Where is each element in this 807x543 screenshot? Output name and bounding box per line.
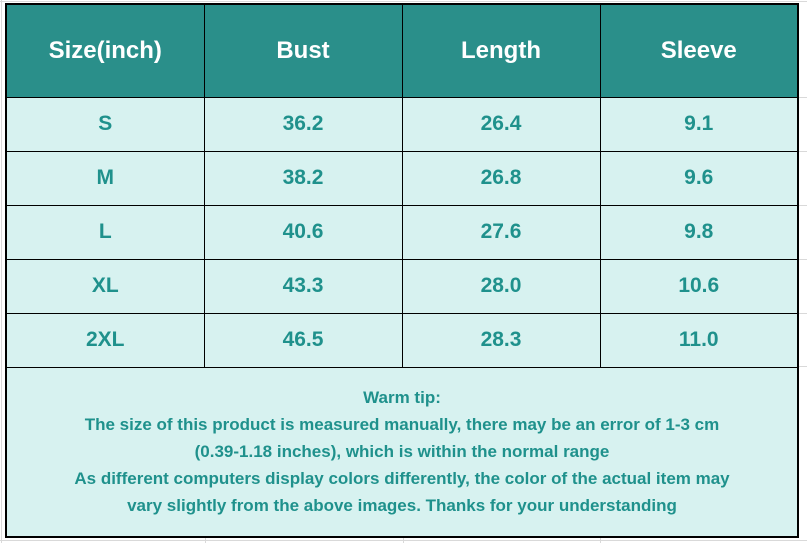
gridline [600,536,601,543]
gridline [799,259,807,260]
gridline [205,536,206,543]
length-value: 28.0 [401,258,601,314]
size-label: S [5,96,205,152]
sleeve-value: 10.6 [599,258,799,314]
warm-tip-title: Warm tip: [363,388,441,407]
gridline [1,0,2,543]
size-label: 2XL [5,312,205,368]
length-value: 28.3 [401,312,601,368]
length-value: 26.4 [401,96,601,152]
warm-tip-line: The size of this product is measured man… [84,415,720,434]
length-value: 26.8 [401,150,601,206]
gridline [799,205,807,206]
bust-value: 46.5 [203,312,403,368]
sleeve-value: 9.6 [599,150,799,206]
column-header-bust: Bust [203,3,403,98]
warm-tip-line: (0.39-1.18 inches), which is within the … [194,442,610,461]
gridline [799,366,807,367]
sleeve-value: 9.8 [599,204,799,260]
column-header-size: Size(inch) [5,3,205,98]
size-label: L [5,204,205,260]
warm-tip-line: As different computers display colors di… [74,469,730,488]
table-row-l: L 40.6 27.6 9.8 [5,204,799,260]
bust-value: 38.2 [203,150,403,206]
warm-tip-cell: Warm tip: The size of this product is me… [5,366,799,537]
sleeve-value: 11.0 [599,312,799,368]
column-header-length: Length [401,3,601,98]
gridline [403,536,404,543]
header-row: Size(inch) Bust Length Sleeve [5,3,799,98]
size-chart-table: Size(inch) Bust Length Sleeve S 36.2 26.… [5,3,799,538]
warm-tip-row: Warm tip: The size of this product is me… [5,366,799,537]
gridline [799,151,807,152]
bust-value: 36.2 [203,96,403,152]
bust-value: 40.6 [203,204,403,260]
column-header-sleeve: Sleeve [599,3,799,98]
table-row-m: M 38.2 26.8 9.6 [5,150,799,206]
length-value: 27.6 [401,204,601,260]
table-row-2xl: 2XL 46.5 28.3 11.0 [5,312,799,368]
table-row-xl: XL 43.3 28.0 10.6 [5,258,799,314]
warm-tip-line: vary slightly from the above images. Tha… [127,496,677,515]
bust-value: 43.3 [203,258,403,314]
gridline [799,313,807,314]
sleeve-value: 9.1 [599,96,799,152]
gridline [0,1,807,2]
gridline [799,97,807,98]
size-label: M [5,150,205,206]
size-label: XL [5,258,205,314]
table-row-s: S 36.2 26.4 9.1 [5,96,799,152]
